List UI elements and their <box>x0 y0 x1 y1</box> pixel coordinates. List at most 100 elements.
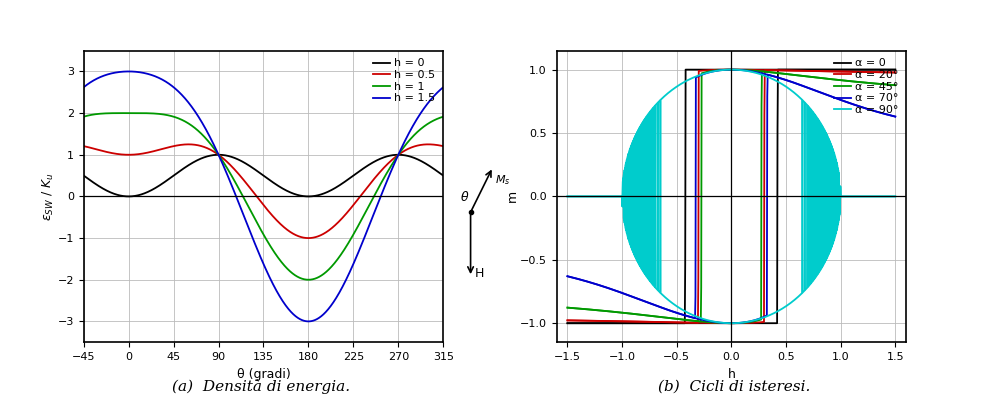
Legend: α = 0, α = 20°, α = 45°, α = 70°, α = 90°: α = 0, α = 20°, α = 45°, α = 70°, α = 90… <box>829 54 903 119</box>
α = 70° <box>725 321 737 326</box>
Legend: h = 0, h = 0.5, h = 1, h = 1.5: h = 0, h = 0.5, h = 1, h = 1.5 <box>368 54 440 108</box>
α = 70° <box>889 114 901 119</box>
α = 20° <box>561 318 573 323</box>
α = 0 <box>760 321 772 326</box>
α = 0 <box>561 321 573 326</box>
α = 45° <box>889 83 901 87</box>
h = 0.5 <box>97 148 108 153</box>
α = 45° <box>761 70 773 75</box>
h = 1.5 <box>123 69 135 74</box>
h = 0 <box>437 173 449 178</box>
α = 45° <box>811 75 822 80</box>
h = 0.5 <box>427 142 439 147</box>
α = 70° <box>761 72 773 77</box>
X-axis label: θ (gradi): θ (gradi) <box>236 367 291 381</box>
h = 0.5 <box>361 185 373 190</box>
h = 1 <box>361 207 373 211</box>
Y-axis label: $\varepsilon_{SW}$ / $K_u$: $\varepsilon_{SW}$ / $K_u$ <box>41 172 56 221</box>
α = 0 <box>752 321 763 326</box>
h = 1 <box>437 114 449 119</box>
α = 90° <box>726 67 738 72</box>
α = 70° <box>845 101 857 106</box>
h = 1.5 <box>427 94 439 99</box>
h = 0 <box>392 152 404 157</box>
Line: α = 20°: α = 20° <box>567 70 895 323</box>
α = 90° <box>889 194 901 199</box>
h = 0 <box>253 170 265 175</box>
h = 0.5 <box>78 144 90 149</box>
h = 1 <box>427 118 439 123</box>
h = 0 <box>123 194 135 199</box>
α = 90° <box>654 290 666 295</box>
α = 90° <box>561 194 573 199</box>
Line: h = 1: h = 1 <box>84 113 443 280</box>
h = 1.5 <box>78 85 90 90</box>
α = 70° <box>582 279 594 284</box>
α = 20° <box>758 68 770 72</box>
Text: (b)  Cicli di isteresi.: (b) Cicli di isteresi. <box>658 380 810 394</box>
h = 1 <box>243 206 255 211</box>
α = 90° <box>771 79 783 84</box>
h = 1.5 <box>302 319 314 324</box>
α = 70° <box>561 274 573 279</box>
X-axis label: h: h <box>728 367 735 381</box>
Line: h = 0: h = 0 <box>84 155 443 196</box>
Line: α = 70°: α = 70° <box>567 75 895 323</box>
Text: H: H <box>475 266 485 279</box>
α = 45° <box>753 318 764 323</box>
α = 45° <box>756 69 768 74</box>
Y-axis label: m: m <box>505 190 518 202</box>
α = 20° <box>725 321 737 326</box>
h = 1.5 <box>97 74 108 79</box>
α = 45° <box>725 321 737 326</box>
α = 20° <box>889 70 901 75</box>
α = 90° <box>845 194 857 199</box>
h = 1 <box>78 114 90 119</box>
α = 20° <box>771 68 783 73</box>
h = 1 <box>97 111 108 116</box>
α = 0 <box>844 67 856 72</box>
Text: (a)  Densità di energia.: (a) Densità di energia. <box>172 379 350 394</box>
h = 0 <box>78 173 90 178</box>
α = 90° <box>582 194 594 199</box>
Line: h = 0.5: h = 0.5 <box>84 144 443 238</box>
α = 0 <box>811 67 822 72</box>
h = 0 <box>361 164 373 168</box>
h = 1.5 <box>361 228 373 233</box>
Text: $\theta$: $\theta$ <box>460 190 469 204</box>
h = 0 <box>427 166 439 171</box>
h = 1.5 <box>253 250 265 255</box>
h = 0 <box>427 166 439 171</box>
α = 70° <box>771 75 783 80</box>
α = 20° <box>753 320 764 325</box>
α = 70° <box>761 313 773 318</box>
h = 1.5 <box>427 95 439 100</box>
α = 70° <box>753 317 764 322</box>
α = 0 <box>830 67 842 72</box>
h = 1.5 <box>243 227 255 232</box>
α = 0 <box>770 321 782 326</box>
α = 45° <box>771 70 783 75</box>
h = 0 <box>243 163 255 168</box>
Text: $M_s$: $M_s$ <box>494 173 510 187</box>
α = 70° <box>811 89 822 94</box>
α = 0 <box>582 321 594 326</box>
h = 0.5 <box>182 142 194 147</box>
h = 1 <box>302 277 314 282</box>
α = 90° <box>761 74 773 79</box>
Line: α = 45°: α = 45° <box>567 71 895 323</box>
h = 0.5 <box>437 144 449 149</box>
h = 1.5 <box>437 85 449 90</box>
h = 0.5 <box>427 142 439 147</box>
α = 45° <box>845 79 857 84</box>
α = 0 <box>889 67 901 72</box>
α = 45° <box>582 307 594 312</box>
h = 1 <box>123 111 135 115</box>
α = 90° <box>811 273 822 278</box>
h = 0.5 <box>243 184 255 189</box>
Line: h = 1.5: h = 1.5 <box>84 71 443 322</box>
h = 1 <box>253 224 265 228</box>
h = 0 <box>97 185 108 190</box>
h = 0.5 <box>302 236 314 241</box>
Line: α = 0: α = 0 <box>567 70 895 323</box>
